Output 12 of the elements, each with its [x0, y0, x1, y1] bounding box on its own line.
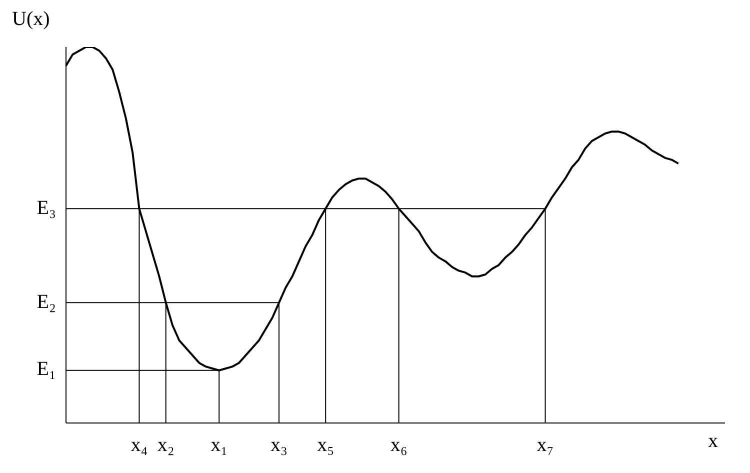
x-tick-label: x₃ [270, 434, 288, 456]
y-axis-title: U(x) [12, 8, 50, 31]
x-axis-title: x [708, 430, 718, 453]
x-tick-label: x₄ [130, 434, 148, 456]
series-label: E₃ [36, 196, 56, 220]
series-label: E₁ [36, 358, 56, 382]
x-tick-label: x₅ [317, 434, 334, 456]
x-tick-label: x₂ [157, 434, 174, 456]
x-tick-label: x₁ [210, 434, 228, 456]
series-label: E₂ [36, 290, 56, 314]
x-tick-label: x₇ [536, 434, 554, 456]
x-tick-label: x₆ [390, 434, 408, 456]
